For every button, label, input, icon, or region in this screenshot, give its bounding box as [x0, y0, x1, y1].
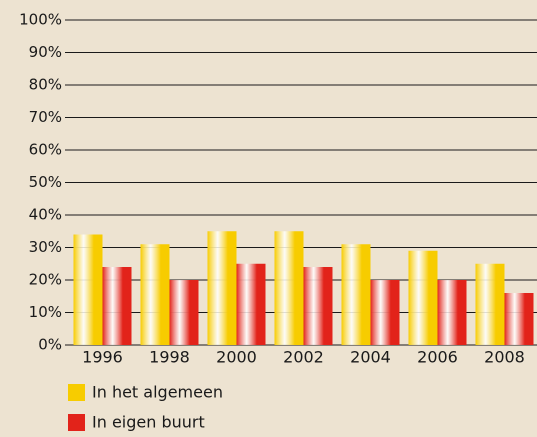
bar — [140, 244, 170, 345]
y-tick-label: 80% — [29, 76, 62, 94]
x-tick-label: 2004 — [350, 348, 391, 367]
bar — [207, 231, 237, 345]
legend-label: In eigen buurt — [92, 413, 205, 432]
y-tick-label: 60% — [29, 141, 62, 159]
y-tick-label: 70% — [29, 108, 62, 126]
legend-swatch — [68, 414, 85, 431]
y-tick-label: 10% — [29, 303, 62, 321]
y-tick-label: 90% — [29, 43, 62, 61]
x-tick-label: 2008 — [484, 348, 525, 367]
bar — [169, 280, 199, 345]
bar — [504, 293, 534, 345]
x-tick-label: 2000 — [216, 348, 257, 367]
legend-label: In het algemeen — [92, 383, 223, 402]
bar — [370, 280, 400, 345]
bar — [341, 244, 371, 345]
y-tick-label: 50% — [29, 173, 62, 191]
bar — [236, 263, 266, 345]
y-tick-label: 100% — [19, 11, 62, 29]
bar — [475, 263, 505, 345]
y-tick-label: 0% — [38, 336, 62, 354]
y-tick-label: 20% — [29, 271, 62, 289]
x-tick-label: 1998 — [149, 348, 190, 367]
legend-swatch — [68, 384, 85, 401]
y-tick-label: 40% — [29, 206, 62, 224]
x-tick-label: 2006 — [417, 348, 458, 367]
bar — [303, 267, 333, 345]
bar — [437, 280, 467, 345]
bar — [274, 231, 304, 345]
x-tick-label: 2002 — [283, 348, 324, 367]
y-tick-label: 30% — [29, 238, 62, 256]
bar — [102, 267, 132, 345]
bar — [73, 234, 103, 345]
x-tick-label: 1996 — [82, 348, 123, 367]
bar — [408, 250, 438, 345]
